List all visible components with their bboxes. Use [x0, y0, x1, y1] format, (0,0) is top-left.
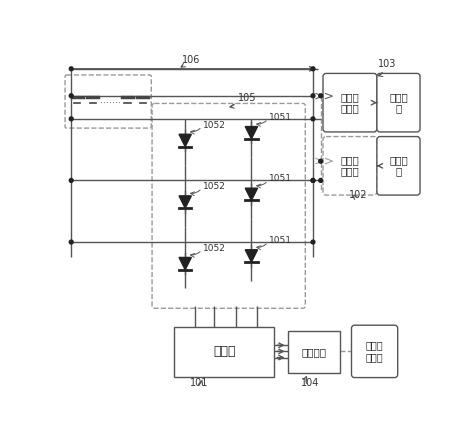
Text: 1052: 1052 [203, 244, 226, 253]
Circle shape [69, 94, 73, 97]
Circle shape [311, 240, 315, 244]
Text: 1052: 1052 [203, 182, 226, 191]
Text: 负载单
元: 负载单 元 [389, 92, 408, 113]
Polygon shape [179, 196, 191, 208]
Bar [174, 327, 274, 377]
Text: 充电单
元: 充电单 元 [389, 155, 408, 177]
FancyBboxPatch shape [352, 325, 398, 377]
Circle shape [311, 67, 315, 71]
Text: 1051: 1051 [269, 236, 292, 245]
Circle shape [319, 178, 323, 182]
FancyBboxPatch shape [323, 137, 377, 195]
Text: >>: >> [314, 89, 335, 102]
Text: 102: 102 [349, 190, 368, 200]
Text: 1052: 1052 [203, 121, 226, 129]
Text: 105: 105 [237, 93, 256, 103]
Text: 控制器: 控制器 [213, 345, 236, 358]
Polygon shape [179, 258, 191, 270]
Text: 101: 101 [190, 378, 208, 388]
Circle shape [311, 94, 315, 97]
Circle shape [311, 178, 315, 182]
Text: 1051: 1051 [269, 174, 292, 183]
Text: .......: ....... [100, 95, 121, 105]
Text: 106: 106 [182, 55, 201, 65]
Text: 1051: 1051 [269, 113, 292, 122]
Circle shape [311, 117, 315, 121]
Circle shape [69, 178, 73, 182]
FancyBboxPatch shape [377, 137, 420, 195]
Circle shape [319, 94, 323, 97]
Text: 放电输
出接口: 放电输 出接口 [341, 92, 359, 113]
Circle shape [319, 159, 323, 163]
Circle shape [69, 240, 73, 244]
Polygon shape [245, 188, 257, 200]
Text: 通信接口: 通信接口 [301, 347, 326, 357]
FancyBboxPatch shape [323, 73, 377, 132]
Polygon shape [245, 126, 257, 139]
Text: 103: 103 [378, 59, 397, 69]
FancyBboxPatch shape [152, 103, 305, 308]
Text: >>: >> [314, 155, 335, 168]
Text: 状态控
制接口: 状态控 制接口 [366, 340, 383, 362]
Polygon shape [179, 134, 191, 146]
Circle shape [69, 67, 73, 71]
Text: 104: 104 [301, 378, 320, 388]
FancyBboxPatch shape [377, 73, 420, 132]
Text: 充电输
入接口: 充电输 入接口 [341, 155, 359, 177]
FancyBboxPatch shape [65, 75, 151, 128]
Circle shape [69, 117, 73, 121]
Polygon shape [245, 250, 257, 262]
Bar [288, 331, 340, 373]
Circle shape [311, 178, 315, 182]
